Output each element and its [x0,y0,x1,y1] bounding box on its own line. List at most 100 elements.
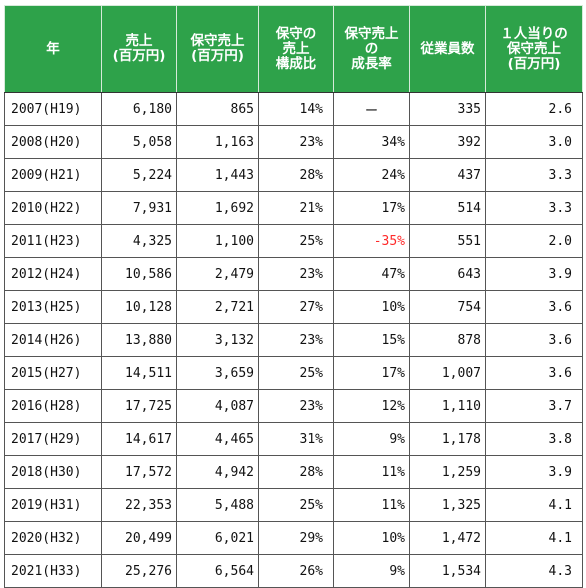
table-row: 2020(H32) 20,499 6,021 29% 10% 1,472 4.1 [4,521,583,555]
cell-sales: 10,586 [101,257,177,291]
cell-maintenance-sales: 1,163 [176,125,259,159]
table-row: 2007(H19) 6,180 865 14% ー 335 2.6 [4,92,583,126]
cell-maintenance-sales: 4,465 [176,422,259,456]
cell-sales-per-person: 3.9 [485,455,583,489]
table-row: 2016(H28) 17,725 4,087 23% 12% 1,110 3.7 [4,389,583,423]
cell-employees: 643 [409,257,486,291]
cell-sales: 5,058 [101,125,177,159]
cell-maintenance-share: 26% [258,554,334,588]
cell-maintenance-growth: 11% [333,455,410,489]
cell-maintenance-sales: 3,659 [176,356,259,390]
cell-employees: 392 [409,125,486,159]
cell-sales: 13,880 [101,323,177,357]
cell-year: 2016(H28) [4,389,102,423]
cell-maintenance-growth: 17% [333,356,410,390]
table-row: 2010(H22) 7,931 1,692 21% 17% 514 3.3 [4,191,583,225]
cell-employees: 1,178 [409,422,486,456]
cell-maintenance-sales: 2,479 [176,257,259,291]
cell-year: 2010(H22) [4,191,102,225]
cell-employees: 437 [409,158,486,192]
table-body: 2007(H19) 6,180 865 14% ー 335 2.6 2008(H20) 5,05… [4,92,583,588]
cell-year: 2009(H21) [4,158,102,192]
cell-employees: 1,110 [409,389,486,423]
cell-sales-per-person: 3.8 [485,422,583,456]
cell-maintenance-sales: 2,721 [176,290,259,324]
cell-maintenance-growth: 10% [333,521,410,555]
cell-sales: 4,325 [101,224,177,258]
cell-maintenance-sales: 1,443 [176,158,259,192]
table-row: 2021(H33) 25,276 6,564 26% 9% 1,534 4.3 [4,554,583,588]
cell-year: 2015(H27) [4,356,102,390]
cell-sales-per-person: 4.1 [485,521,583,555]
cell-maintenance-share: 21% [258,191,334,225]
header-maintenance-sales-per-person: １人当りの 保守売上 (百万円) [485,5,583,93]
cell-sales: 6,180 [101,92,177,126]
cell-year: 2011(H23) [4,224,102,258]
cell-employees: 551 [409,224,486,258]
cell-sales: 22,353 [101,488,177,522]
cell-maintenance-share: 25% [258,356,334,390]
cell-employees: 878 [409,323,486,357]
cell-maintenance-growth: 15% [333,323,410,357]
cell-maintenance-growth: ー [333,92,410,126]
header-employees: 従業員数 [409,5,486,93]
cell-year: 2007(H19) [4,92,102,126]
cell-employees: 514 [409,191,486,225]
header-year: 年 [4,5,102,93]
cell-maintenance-growth: 34% [333,125,410,159]
cell-maintenance-share: 29% [258,521,334,555]
cell-employees: 1,534 [409,554,486,588]
cell-maintenance-share: 14% [258,92,334,126]
cell-maintenance-growth: 11% [333,488,410,522]
cell-sales-per-person: 3.9 [485,257,583,291]
cell-sales-per-person: 2.0 [485,224,583,258]
cell-year: 2008(H20) [4,125,102,159]
table-row: 2017(H29) 14,617 4,465 31% 9% 1,178 3.8 [4,422,583,456]
header-row: 年 売上 (百万円) 保守売上 (百万円) 保守の 売上 構成比 保守売上 の … [4,5,583,93]
cell-sales-per-person: 3.3 [485,191,583,225]
cell-sales-per-person: 3.6 [485,323,583,357]
table-row: 2008(H20) 5,058 1,163 23% 34% 392 3.0 [4,125,583,159]
cell-employees: 335 [409,92,486,126]
cell-maintenance-share: 23% [258,125,334,159]
cell-employees: 754 [409,290,486,324]
table-row: 2015(H27) 14,511 3,659 25% 17% 1,007 3.6 [4,356,583,390]
cell-maintenance-growth: 9% [333,422,410,456]
cell-maintenance-sales: 6,564 [176,554,259,588]
header-maintenance-share: 保守の 売上 構成比 [258,5,334,93]
cell-maintenance-share: 25% [258,488,334,522]
cell-sales-per-person: 3.7 [485,389,583,423]
header-maintenance-sales: 保守売上 (百万円) [176,5,259,93]
cell-year: 2019(H31) [4,488,102,522]
cell-maintenance-share: 23% [258,257,334,291]
cell-sales: 7,931 [101,191,177,225]
cell-maintenance-growth: 47% [333,257,410,291]
cell-sales-per-person: 3.0 [485,125,583,159]
cell-maintenance-sales: 865 [176,92,259,126]
cell-year: 2020(H32) [4,521,102,555]
cell-sales-per-person: 4.3 [485,554,583,588]
header-maintenance-growth: 保守売上 の 成長率 [333,5,410,93]
cell-year: 2018(H30) [4,455,102,489]
cell-maintenance-sales: 6,021 [176,521,259,555]
cell-maintenance-share: 25% [258,224,334,258]
cell-maintenance-share: 31% [258,422,334,456]
cell-sales-per-person: 2.6 [485,92,583,126]
cell-maintenance-growth: 10% [333,290,410,324]
cell-maintenance-share: 28% [258,158,334,192]
cell-maintenance-share: 23% [258,389,334,423]
cell-maintenance-growth: 24% [333,158,410,192]
table-row: 2009(H21) 5,224 1,443 28% 24% 437 3.3 [4,158,583,192]
cell-sales-per-person: 4.1 [485,488,583,522]
cell-maintenance-sales: 4,942 [176,455,259,489]
cell-maintenance-sales: 5,488 [176,488,259,522]
cell-year: 2021(H33) [4,554,102,588]
cell-employees: 1,472 [409,521,486,555]
cell-employees: 1,325 [409,488,486,522]
table-row: 2018(H30) 17,572 4,942 28% 11% 1,259 3.9 [4,455,583,489]
cell-sales-per-person: 3.6 [485,290,583,324]
table-row: 2013(H25) 10,128 2,721 27% 10% 754 3.6 [4,290,583,324]
cell-sales: 17,572 [101,455,177,489]
cell-maintenance-sales: 3,132 [176,323,259,357]
data-table-container: 年 売上 (百万円) 保守売上 (百万円) 保守の 売上 構成比 保守売上 の … [4,5,583,588]
